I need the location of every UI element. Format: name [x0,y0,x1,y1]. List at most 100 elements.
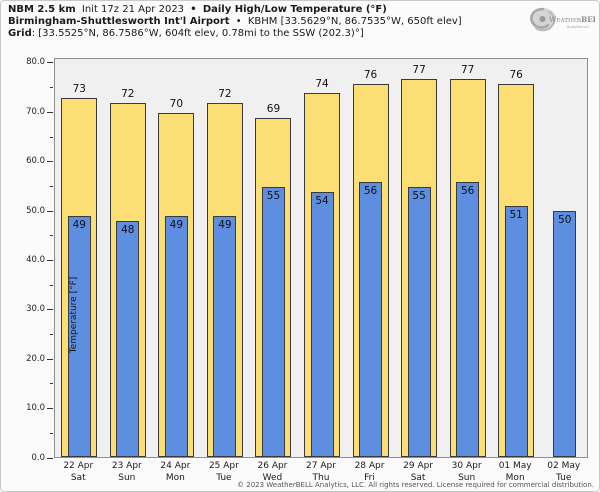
x-axis-day: Wed [262,472,283,483]
low-temp-value: 51 [509,209,523,222]
y-major-tick [47,408,53,410]
y-minor-tick [50,383,53,385]
y-minor-tick [50,432,53,434]
x-axis-date: 02 May [547,461,581,471]
high-temp-value: 72 [218,88,232,101]
x-axis-day: Sat [410,472,426,483]
y-major-tick [47,111,53,113]
low-temp-bar: 48 [116,221,140,457]
low-temp-value: 49 [72,219,86,232]
y-major-tick [47,62,53,64]
logo-text: WEATHERBELL [549,15,595,24]
y-tick-label: 20.0 [26,353,45,364]
title-line-3: Grid: [33.5525°N, 86.7586°W, 604ft elev,… [8,28,462,40]
grid-meta: : [33.5525°N, 86.7586°W, 604ft elev, 0.7… [31,28,364,39]
y-tick-label: 30.0 [26,304,45,315]
low-temp-bar: 51 [504,206,528,457]
x-axis-label: 01 May Mon [485,461,545,484]
low-temp-value: 56 [460,184,475,197]
y-tick-label: 80.0 [26,57,45,68]
x-axis-label: 22 Apr Sat [48,461,108,484]
low-temp-bar: 56 [359,181,383,457]
high-temp-value: 72 [121,88,135,101]
y-minor-tick [50,185,53,187]
low-temp-bar: 49 [164,216,188,457]
low-temp-bar: 50 [553,211,577,457]
x-axis-date: 30 Apr [451,461,482,471]
swirl-icon [530,7,556,32]
low-temp-value: 50 [558,214,572,227]
y-major-tick [47,358,53,360]
title-line-1: NBM 2.5 km Init 17z 21 Apr 2023 • Daily … [8,4,462,16]
high-temp-value: 74 [315,78,329,91]
logo-subtext: Analytics LLC [567,25,590,29]
y-minor-tick [50,334,53,336]
x-axis-label: 30 Apr Sun [437,461,497,484]
high-temp-value: 69 [266,102,281,115]
x-axis-label: 27 Apr Thu [291,461,351,484]
low-temp-value: 55 [412,189,426,202]
plot-area: 73 49 72 48 70 49 72 49 69 55 74 54 76 56 77 55 77 56 76 51… [54,58,588,458]
high-temp-value: 73 [72,83,86,96]
y-major-tick [47,457,53,459]
high-temp-value: 77 [412,63,426,76]
high-temp-value: 77 [460,63,475,76]
low-temp-bar: 55 [407,186,431,457]
y-tick-label: 0.0 [31,452,45,463]
low-temp-bar: 49 [67,216,91,457]
x-axis-label: 28 Apr Fri [340,461,400,484]
y-major-tick [47,210,53,212]
x-axis-day: Sun [458,472,476,483]
x-axis-date: 24 Apr [160,461,191,471]
low-temp-bar: 56 [456,181,480,457]
high-temp-value: 76 [363,68,378,81]
low-temp-bar: 55 [261,186,285,457]
title-separator: • [190,4,197,15]
low-temp-value: 56 [363,184,378,197]
high-temp-value: 70 [169,98,184,111]
y-minor-tick [50,87,53,89]
x-axis-date: 22 Apr [63,461,94,471]
x-axis-label: 24 Apr Mon [145,461,205,484]
station-meta: KBHM [33.5629°N, 86.7535°W, 650ft elev] [247,16,462,27]
y-tick-label: 10.0 [26,403,45,414]
y-minor-tick [50,284,53,286]
x-axis-label: 25 Apr Tue [194,461,254,484]
y-tick-label: 50.0 [26,205,45,216]
x-axis-date: 01 May [498,461,532,471]
low-temp-value: 48 [121,224,135,237]
grid-label: Grid [8,28,32,39]
x-axis-day: Fri [364,472,375,483]
weatherbell-logo: WEATHERBELL Analytics LLC [530,7,595,32]
title-separator-2: • [235,16,242,27]
x-axis-day: Sun [118,472,136,483]
x-axis-label: 02 May Tue [534,461,594,484]
x-axis-day: Tue [556,472,572,483]
x-axis-label: 23 Apr Sun [97,461,157,484]
x-axis-day: Tue [216,472,232,483]
x-axis-date: 26 Apr [257,461,288,471]
y-tick-label: 70.0 [26,106,45,117]
init-time: Init 17z 21 Apr 2023 [81,4,185,15]
low-temp-bar: 54 [310,191,334,457]
y-major-tick [47,309,53,311]
model-name: NBM 2.5 km [8,4,76,15]
low-temp-value: 55 [266,189,281,202]
station-name: Birmingham-Shuttlesworth Int'l Airport [8,16,230,27]
x-axis-date: 27 Apr [306,461,336,471]
x-axis-date: 25 Apr [208,461,239,471]
x-axis-label: 29 Apr Sat [388,461,448,484]
x-axis-day: Mon [165,472,185,483]
chart-title-block: NBM 2.5 km Init 17z 21 Apr 2023 • Daily … [8,4,462,40]
x-axis-date: 29 Apr [403,461,434,471]
high-temp-value: 76 [509,68,523,81]
x-axis-label: 26 Apr Wed [242,461,302,484]
x-axis-date: 23 Apr [111,461,142,471]
x-axis-day: Sat [70,472,86,483]
y-tick-label: 60.0 [26,156,45,167]
low-temp-value: 49 [169,219,184,232]
y-minor-tick [50,136,53,138]
copyright-notice: © 2023 WeatherBELL Analytics, LLC. All r… [237,481,594,489]
y-major-tick [47,161,53,163]
